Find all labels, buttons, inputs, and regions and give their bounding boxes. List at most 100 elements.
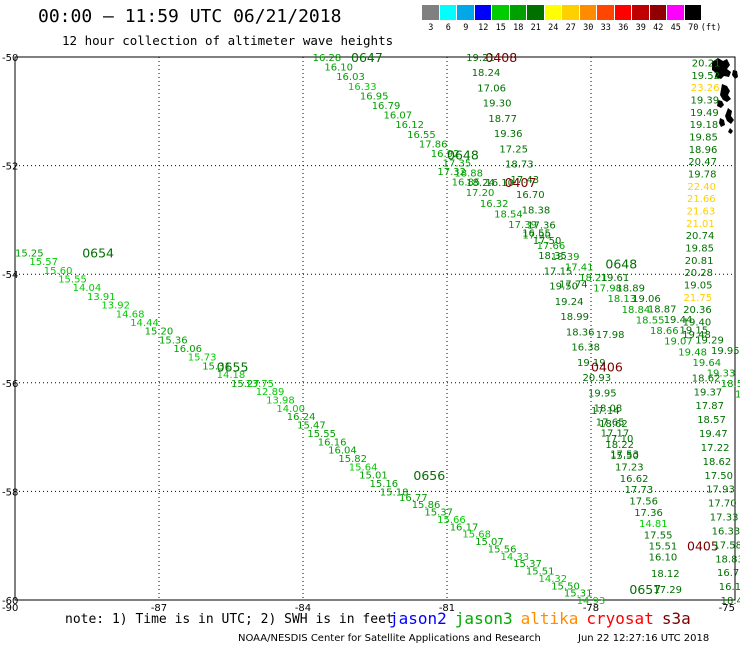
map-grid [14, 56, 736, 601]
wave-height-value: 16.55 [522, 229, 551, 240]
wave-height-value: 14.04 [73, 283, 102, 294]
wave-height-value: 18.96 [689, 145, 718, 156]
lon-label: -81 [439, 603, 455, 614]
wave-height-value: 16.04 [328, 446, 357, 457]
scale-swatch-33 [597, 5, 615, 20]
wave-height-value: 18.35 [538, 251, 567, 262]
pass-time-label: 0407 [505, 175, 537, 190]
wave-height-value: 19.30 [483, 99, 512, 110]
wave-height-value: 16.1 [719, 582, 740, 593]
wave-height-value: 17.20 [466, 188, 495, 199]
wave-height-value: 19.85 [689, 133, 718, 144]
wave-height-value: 18.88 [454, 168, 483, 179]
wave-height-value: 18.57 [697, 415, 726, 426]
wave-height-value: 16.17 [450, 522, 479, 533]
wave-height-value: 16.10 [324, 63, 353, 74]
wave-height-value: 18.55 [636, 316, 665, 327]
wave-height-value: 15.31 [202, 361, 231, 372]
wave-height-value: 14.33 [501, 552, 530, 563]
wave-height-value: 16.10 [485, 178, 514, 189]
wave-height-value: 14.18 [217, 370, 246, 381]
scale-label-21: 21 [530, 23, 541, 33]
wave-height-value: 15.37 [424, 508, 453, 519]
wave-height-value: 17.15 [544, 266, 573, 277]
wave-height-value: 19.47 [699, 429, 728, 440]
pass-time-label: 0655 [217, 360, 249, 375]
wave-height-value: 18.4 [721, 596, 740, 607]
lon-label: -84 [295, 603, 311, 614]
wave-height-value: 14.93 [577, 596, 606, 607]
wave-height-value: 19.52 [691, 71, 720, 82]
wave-height-value: 15.50 [610, 451, 639, 462]
scale-swatch-36 [614, 5, 632, 20]
lon-label: -78 [583, 603, 599, 614]
lat-label: -50 [2, 53, 18, 64]
scale-swatch-18 [509, 5, 527, 20]
scale-label-15: 15 [495, 23, 506, 33]
lat-label: -52 [2, 162, 18, 173]
wave-height-value: 15.60 [44, 266, 73, 277]
wave-height-value: 18.87 [648, 304, 677, 315]
wave-height-value: 17.10 [605, 434, 634, 445]
wave-height-value: 19.24 [555, 297, 584, 308]
wave-height-value: 15.82 [338, 454, 367, 465]
wave-height-value: 17.93 [706, 485, 735, 496]
wave-height-value: 15.55 [307, 429, 336, 440]
wave-height-value: 16.10 [649, 553, 678, 564]
track-0405: 16.10 18.12 17.29 0405 [649, 539, 719, 596]
lon-label: -90 [2, 603, 18, 614]
wave-height-value: 17.06 [477, 84, 506, 95]
map-subtitle: 12 hour collection of altimeter wave hei… [62, 33, 394, 48]
wave-height-value: 15.16 [370, 479, 399, 490]
footer-credit: NOAA/NESDIS Center for Satellite Applica… [238, 633, 541, 644]
coastline-islands [712, 58, 738, 134]
wave-height-value: 18.38 [522, 206, 551, 217]
wave-height-value: 15.51 [526, 567, 555, 578]
scale-swatch-24 [544, 5, 562, 20]
wave-height-value: 20.21 [692, 58, 721, 69]
map-title: 00:00 – 11:59 UTC 06/21/2018 [38, 6, 342, 27]
wave-height-value: 15.64 [349, 462, 378, 473]
wave-height-value: 17.98 [596, 330, 625, 341]
wave-height-value: 17.32 [437, 167, 466, 178]
wave-height-value: 16.03 [336, 72, 365, 83]
wave-height-value: 19.50 [549, 282, 578, 293]
wave-height-value: 16.77 [399, 493, 428, 504]
wave-height-value: 16.07 [384, 111, 413, 122]
wave-height-value: 16.92 [431, 149, 460, 160]
track-064: 18.62 19.37 17.87 18.57 19.47 17.22 18.62 17.50… [692, 373, 740, 607]
wave-height-value: 18.12 [651, 569, 680, 580]
wave-height-value: 16.24 [287, 412, 316, 423]
wave-height-value: 15.50 [551, 581, 580, 592]
track-0657: 0657 [629, 582, 661, 597]
legend-item-s3a: s3a [661, 609, 691, 628]
units-note: note: 1) Time is in UTC; 2) SWH is in fe… [65, 612, 394, 627]
lat-label: -60 [2, 596, 18, 607]
map-frame [14, 56, 736, 601]
wave-height-value: 16.12 [395, 120, 424, 131]
wave-height-value: 18.62 [599, 419, 628, 430]
footer: NOAA/NESDIS Center for Satellite Applica… [238, 633, 709, 644]
scale-label-39: 39 [635, 23, 646, 33]
wave-height-value: 13.75 [245, 379, 274, 390]
wave-height-value: 18.08 [594, 404, 623, 415]
wave-height-value: 18.66 [650, 326, 679, 337]
track-0648: 17.3216.8517.2016.3218.5417.3917.9017.66… [437, 148, 740, 401]
scale-swatch-9 [457, 5, 475, 20]
wave-height-value: 17.74 [559, 279, 588, 290]
track-0656: 16.7715.8615.3715.6616.1715.6815.0715.56… [399, 468, 605, 607]
wave-height-value: 14.68 [116, 309, 145, 320]
scale-swatch-45 [667, 5, 685, 20]
wave-height-value: 18.13 [608, 294, 637, 305]
wave-height-value: 15.01 [359, 471, 388, 482]
wave-height-value: 21.75 [684, 293, 713, 304]
wave-height-value: 19.36 [494, 129, 523, 140]
wave-height-value: 17.33 [710, 513, 739, 524]
wave-height-value: 19.44 [664, 315, 693, 326]
wave-height-value: 15.66 [437, 515, 466, 526]
legend-item-jason3: jason3 [454, 609, 513, 628]
track-0648: 19.6118.8919.0618.8719.4419.1519.2919.95… [601, 256, 740, 357]
scale-swatch-12 [474, 5, 492, 20]
wave-height-value: 16.06 [173, 344, 202, 355]
